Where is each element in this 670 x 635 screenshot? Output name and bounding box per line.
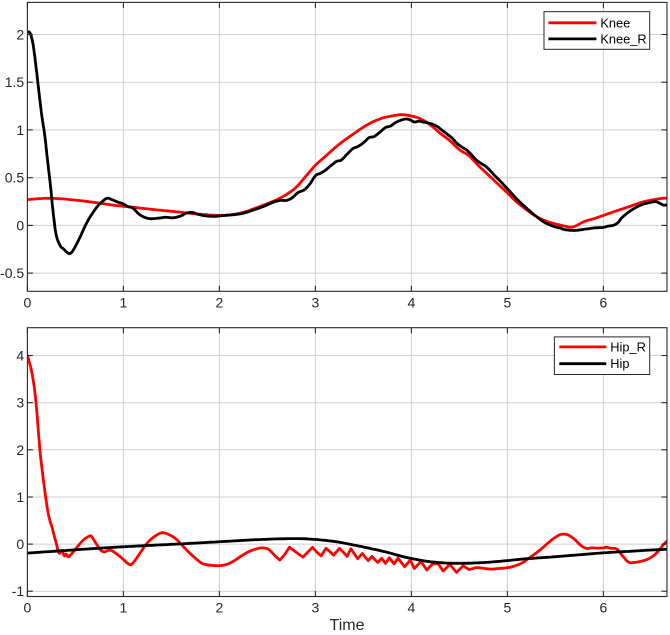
svg-text:2: 2	[16, 27, 24, 43]
svg-text:1: 1	[120, 599, 128, 615]
svg-text:1: 1	[16, 489, 24, 505]
svg-text:3: 3	[16, 395, 24, 411]
svg-text:4: 4	[408, 294, 416, 310]
svg-text:2: 2	[16, 442, 24, 458]
svg-text:0: 0	[24, 294, 32, 310]
svg-text:0: 0	[24, 599, 32, 615]
svg-text:Knee_R: Knee_R	[600, 31, 646, 46]
svg-text:0.5: 0.5	[5, 170, 25, 186]
svg-text:4: 4	[16, 348, 24, 364]
svg-text:Hip: Hip	[610, 356, 629, 371]
svg-text:3: 3	[312, 294, 320, 310]
svg-text:2: 2	[216, 294, 224, 310]
svg-text:6: 6	[600, 599, 608, 615]
svg-text:0: 0	[16, 536, 24, 552]
svg-text:-1: -1	[12, 583, 25, 599]
svg-text:1.5: 1.5	[5, 74, 25, 90]
svg-text:5: 5	[504, 294, 512, 310]
svg-text:1: 1	[16, 122, 24, 138]
svg-text:0: 0	[16, 217, 24, 233]
svg-text:1: 1	[120, 294, 128, 310]
svg-text:Knee: Knee	[600, 15, 630, 30]
svg-text:-0.5: -0.5	[0, 265, 24, 281]
svg-text:2: 2	[216, 599, 224, 615]
svg-text:5: 5	[504, 599, 512, 615]
svg-text:3: 3	[312, 599, 320, 615]
svg-text:6: 6	[600, 294, 608, 310]
svg-text:Time: Time	[330, 617, 365, 634]
svg-text:Hip_R: Hip_R	[610, 339, 646, 354]
svg-text:4: 4	[408, 599, 416, 615]
